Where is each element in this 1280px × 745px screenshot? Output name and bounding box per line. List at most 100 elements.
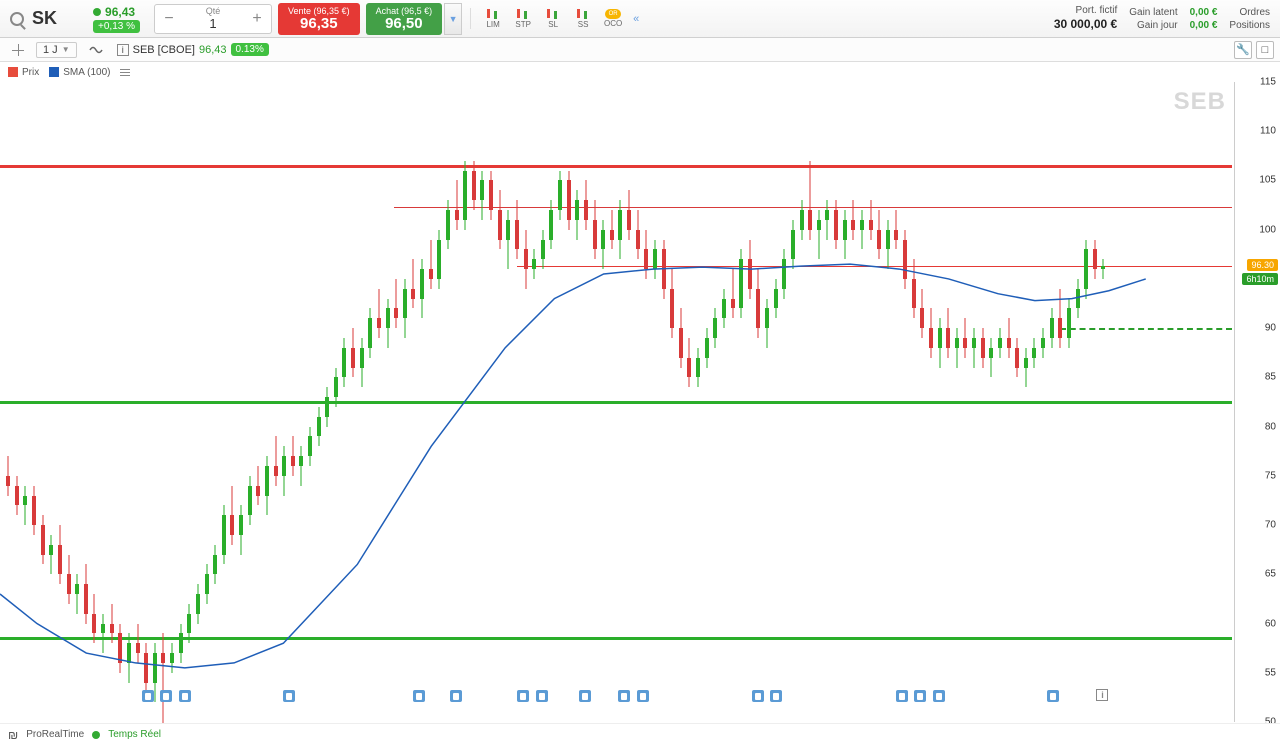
horizontal-line[interactable] [0, 401, 1232, 404]
realtime-label: Temps Réel [108, 729, 161, 740]
chart-legend: Prix SMA (100) [0, 62, 1280, 82]
last-price: 96,43 [105, 5, 135, 19]
brand-label: ProRealTime [26, 729, 84, 740]
ticker-symbol: SK [32, 8, 57, 29]
y-tick: 85 [1265, 372, 1276, 383]
event-marker-icon[interactable] [160, 690, 172, 702]
info-icon[interactable]: i [117, 44, 129, 56]
event-marker-icon[interactable] [517, 690, 529, 702]
y-tick: 100 [1259, 224, 1276, 235]
order-type-sl[interactable]: SL [539, 8, 567, 29]
y-tick: 105 [1259, 175, 1276, 186]
qty-label: Qté [183, 6, 243, 16]
event-marker-icon[interactable] [579, 690, 591, 702]
top-toolbar: SK 96,43 +0,13 % − Qté 1 + Vente (96,35 … [0, 0, 1280, 38]
wave-icon [89, 44, 105, 56]
event-marker-icon[interactable] [179, 690, 191, 702]
crosshair-button[interactable] [6, 41, 30, 59]
y-tick: 80 [1265, 421, 1276, 432]
order-type-lim[interactable]: LIM [479, 8, 507, 29]
event-marker-icon[interactable] [752, 690, 764, 702]
sell-button[interactable]: Vente (96,35 €) 96,35 [278, 3, 360, 35]
ordres-link[interactable]: Ordres [1239, 6, 1270, 19]
account-summary: Port. fictif 30 000,00 € Gain latent Gai… [1054, 4, 1276, 33]
portfolio-value: 30 000,00 € [1054, 17, 1117, 33]
y-tick: 55 [1265, 667, 1276, 678]
maximize-button[interactable]: □ [1256, 41, 1274, 59]
indicators-button[interactable] [83, 41, 111, 59]
positions-link[interactable]: Positions [1229, 19, 1270, 32]
qty-minus-button[interactable]: − [155, 5, 183, 33]
buy-price: 96,50 [385, 16, 423, 31]
symbol-pct-badge: 0.13% [231, 43, 269, 56]
ticker-search[interactable]: SK [4, 8, 63, 29]
price-axis[interactable]: 5055606570758085909510010511011596.306h1… [1234, 82, 1280, 722]
y-tick: 65 [1265, 569, 1276, 580]
symbol-info: i SEB [CBOE] 96,43 0.13% [117, 43, 269, 56]
settings-button[interactable]: 🔧 [1234, 41, 1252, 59]
event-marker-icon[interactable] [142, 690, 154, 702]
event-marker-icon[interactable] [933, 690, 945, 702]
sma-swatch-icon [49, 67, 59, 77]
event-marker-icon[interactable] [770, 690, 782, 702]
event-marker-icon[interactable] [1047, 690, 1059, 702]
current-price-tag: 96.30 [1247, 259, 1278, 271]
symbol-name: SEB [CBOE] [133, 44, 195, 56]
search-icon [10, 12, 24, 26]
horizontal-line[interactable] [517, 266, 1232, 267]
wrench-icon: 🔧 [1236, 43, 1250, 56]
gain-latent-label: Gain latent [1129, 6, 1177, 19]
y-tick: 60 [1265, 618, 1276, 629]
candlestick-icon: ₪ [8, 728, 18, 742]
candlepair-icon [544, 8, 562, 20]
event-marker-icon[interactable] [637, 690, 649, 702]
qty-stepper: − Qté 1 + [154, 4, 272, 34]
order-type-or[interactable]: OROCO [599, 9, 627, 28]
candlepair-icon [484, 8, 502, 20]
order-type-group: LIM STP SL SSOROCO [470, 8, 627, 29]
legend-prix[interactable]: Prix [8, 67, 39, 78]
order-dropdown-button[interactable]: ▼ [444, 3, 462, 35]
event-marker-icon[interactable] [896, 690, 908, 702]
event-markers-row: i [0, 690, 1232, 704]
collapse-toolbar-button[interactable]: « [633, 13, 639, 25]
prix-swatch-icon [8, 67, 18, 77]
event-marker-icon[interactable] [536, 690, 548, 702]
qty-plus-button[interactable]: + [243, 5, 271, 33]
price-summary: 96,43 +0,13 % [93, 5, 140, 33]
dashed-line [1060, 328, 1232, 330]
legend-menu-button[interactable] [120, 69, 130, 76]
symbol-price: 96,43 [199, 44, 227, 56]
order-type-ss[interactable]: SS [569, 8, 597, 29]
qty-display[interactable]: Qté 1 [183, 6, 243, 31]
time-to-close-tag: 6h10m [1242, 273, 1278, 285]
buy-button[interactable]: Achat (96,5 €) 96,50 [366, 3, 443, 35]
list-icon [120, 69, 130, 76]
event-marker-icon[interactable] [618, 690, 630, 702]
order-type-stp[interactable]: STP [509, 8, 537, 29]
horizontal-line[interactable] [0, 637, 1232, 640]
gain-latent-value: 0,00 € [1190, 6, 1218, 19]
horizontal-line[interactable] [0, 165, 1232, 168]
timeframe-select[interactable]: 1 J▼ [36, 42, 77, 58]
or-badge-icon: OR [605, 9, 621, 19]
event-marker-icon[interactable] [283, 690, 295, 702]
y-tick: 110 [1260, 126, 1276, 137]
legend-sma[interactable]: SMA (100) [49, 67, 110, 78]
event-marker-icon[interactable] [413, 690, 425, 702]
chart-canvas[interactable] [0, 82, 1232, 722]
y-tick: 115 [1260, 77, 1276, 88]
horizontal-line[interactable] [394, 207, 1232, 208]
event-marker-icon[interactable] [914, 690, 926, 702]
chart-area[interactable]: SEB 5055606570758085909510010511011596.3… [0, 82, 1280, 722]
chart-toolbar: 1 J▼ i SEB [CBOE] 96,43 0.13% 🔧 □ [0, 38, 1280, 62]
info-icon[interactable]: i [1096, 689, 1108, 701]
connection-dot-icon [92, 731, 100, 739]
crosshair-icon [12, 44, 24, 56]
candlepair-icon [574, 8, 592, 20]
event-marker-icon[interactable] [450, 690, 462, 702]
y-tick: 75 [1265, 470, 1276, 481]
candlepair-icon [514, 8, 532, 20]
qty-value: 1 [183, 16, 243, 31]
square-icon: □ [1262, 44, 1269, 56]
